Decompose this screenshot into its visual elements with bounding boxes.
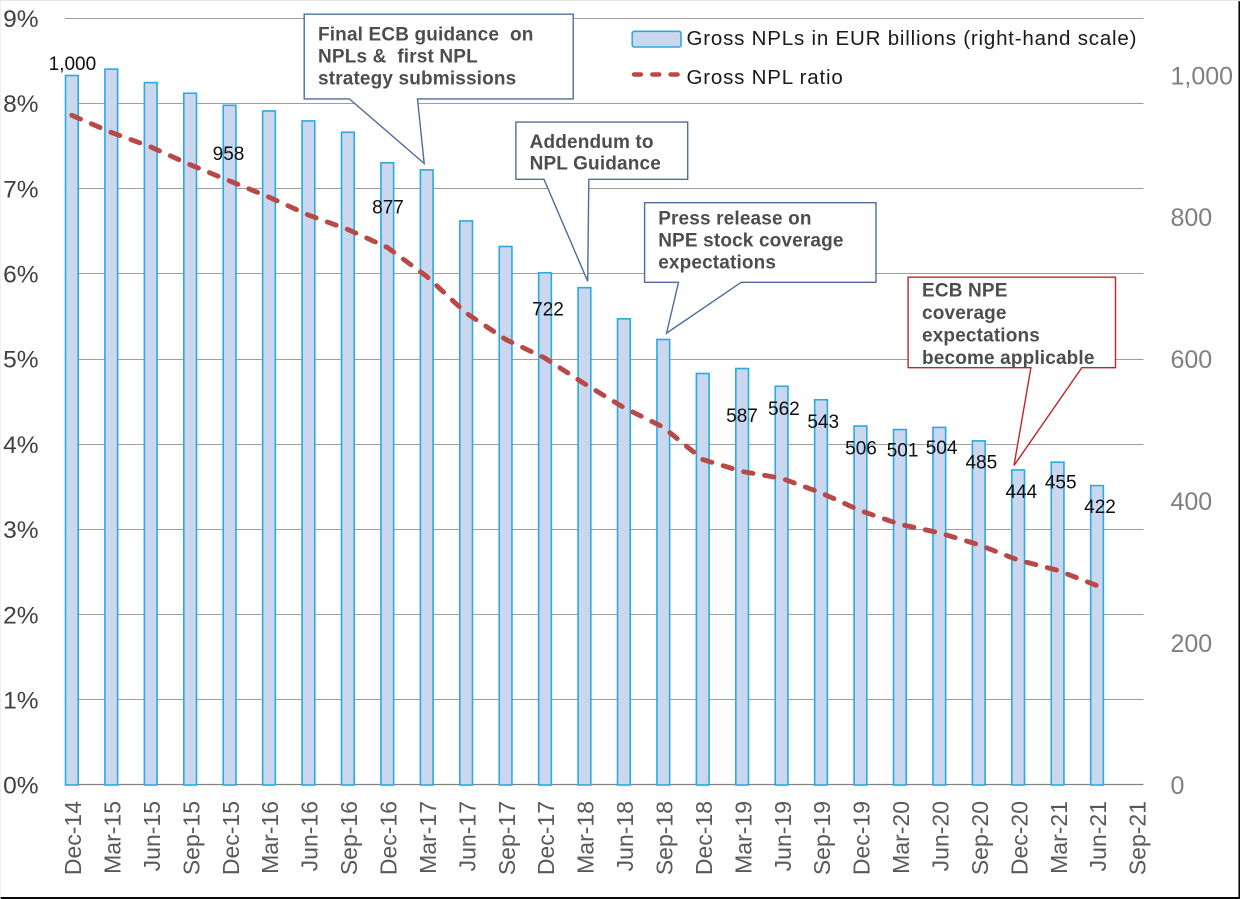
svg-text:958: 958: [213, 144, 245, 165]
svg-text:422: 422: [1084, 497, 1116, 518]
svg-text:7%: 7%: [3, 176, 38, 203]
svg-text:587: 587: [726, 406, 758, 427]
svg-text:Sep-18: Sep-18: [652, 801, 678, 875]
svg-text:0%: 0%: [3, 773, 38, 800]
svg-text:Dec-16: Dec-16: [376, 801, 402, 875]
svg-text:5%: 5%: [3, 347, 38, 374]
svg-text:Sep-19: Sep-19: [809, 801, 835, 875]
svg-text:Dec-15: Dec-15: [218, 801, 244, 875]
svg-text:Jun-17: Jun-17: [454, 801, 480, 871]
svg-text:Sep-17: Sep-17: [494, 801, 520, 875]
svg-text:expectations: expectations: [922, 326, 1040, 347]
svg-text:Sep-20: Sep-20: [967, 801, 993, 875]
svg-text:Dec-17: Dec-17: [533, 801, 559, 875]
svg-text:Jun-16: Jun-16: [297, 801, 323, 871]
svg-text:4%: 4%: [3, 432, 38, 459]
svg-text:Dec-20: Dec-20: [1006, 801, 1032, 875]
svg-text:Final ECB guidance on: Final ECB guidance on: [318, 24, 533, 45]
svg-text:NPL Guidance: NPL Guidance: [530, 154, 661, 175]
svg-text:Sep-15: Sep-15: [178, 801, 204, 875]
svg-text:Mar-19: Mar-19: [730, 801, 756, 874]
svg-text:Mar-18: Mar-18: [573, 801, 599, 874]
svg-text:504: 504: [926, 438, 958, 459]
svg-text:Jun-18: Jun-18: [612, 801, 638, 871]
svg-text:NPLs & first NPL: NPLs & first NPL: [318, 46, 478, 67]
svg-text:expectations: expectations: [658, 253, 776, 274]
svg-text:Sep-16: Sep-16: [336, 801, 362, 875]
svg-text:strategy submissions: strategy submissions: [318, 69, 516, 90]
svg-text:Jun-19: Jun-19: [770, 801, 796, 871]
svg-text:6%: 6%: [3, 262, 38, 289]
svg-text:Mar-15: Mar-15: [100, 801, 126, 874]
svg-text:3%: 3%: [3, 517, 38, 544]
svg-text:562: 562: [768, 399, 800, 420]
svg-text:1,000: 1,000: [1171, 62, 1234, 90]
svg-text:Dec-18: Dec-18: [691, 801, 717, 875]
svg-text:Mar-17: Mar-17: [415, 801, 441, 874]
svg-text:543: 543: [807, 412, 839, 433]
svg-text:ECB NPE: ECB NPE: [922, 281, 1008, 302]
svg-text:485: 485: [965, 453, 997, 474]
svg-text:Jun-21: Jun-21: [1085, 801, 1111, 871]
svg-text:501: 501: [887, 441, 919, 462]
svg-text:NPE stock coverage: NPE stock coverage: [658, 231, 843, 252]
svg-text:1,000: 1,000: [49, 54, 97, 75]
svg-text:800: 800: [1171, 204, 1213, 232]
svg-text:Dec-14: Dec-14: [60, 801, 86, 875]
svg-text:600: 600: [1171, 346, 1213, 374]
svg-text:coverage: coverage: [922, 303, 1007, 324]
svg-text:Gross NPLs in EUR billions (ri: Gross NPLs in EUR billions (right-hand s…: [687, 27, 1138, 50]
svg-text:Gross NPL ratio: Gross NPL ratio: [687, 66, 844, 89]
svg-text:877: 877: [372, 198, 404, 219]
svg-text:Sep-21: Sep-21: [1125, 801, 1151, 875]
svg-text:444: 444: [1006, 482, 1038, 503]
svg-text:400: 400: [1171, 488, 1213, 516]
svg-text:Jun-20: Jun-20: [928, 801, 954, 871]
svg-text:Addendum to: Addendum to: [530, 132, 654, 153]
svg-text:Press release on: Press release on: [658, 209, 811, 230]
svg-text:Mar-16: Mar-16: [257, 801, 283, 874]
svg-text:Mar-21: Mar-21: [1046, 801, 1072, 874]
svg-text:Dec-19: Dec-19: [849, 801, 875, 875]
svg-text:9%: 9%: [3, 6, 38, 33]
svg-text:8%: 8%: [3, 91, 38, 118]
svg-text:0: 0: [1171, 772, 1185, 800]
svg-text:455: 455: [1045, 473, 1077, 494]
svg-text:722: 722: [532, 300, 564, 321]
svg-text:2%: 2%: [3, 602, 38, 629]
svg-text:Jun-15: Jun-15: [139, 801, 165, 871]
svg-text:Mar-20: Mar-20: [888, 801, 914, 874]
svg-text:506: 506: [845, 439, 877, 460]
svg-text:1%: 1%: [3, 688, 38, 715]
svg-text:become applicable: become applicable: [922, 348, 1095, 369]
svg-text:200: 200: [1171, 630, 1213, 658]
